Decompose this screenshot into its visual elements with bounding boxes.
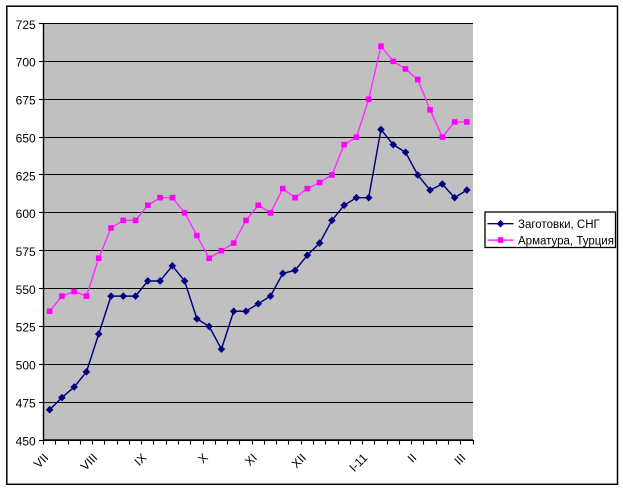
svg-text:450: 450 — [16, 434, 36, 448]
svg-text:725: 725 — [16, 18, 36, 32]
svg-text:675: 675 — [16, 94, 36, 108]
svg-text:525: 525 — [16, 321, 36, 335]
svg-text:575: 575 — [16, 245, 36, 259]
svg-text:600: 600 — [16, 207, 36, 221]
svg-text:Заготовки, СНГ: Заготовки, СНГ — [518, 219, 601, 231]
svg-text:500: 500 — [16, 359, 36, 373]
svg-text:650: 650 — [16, 131, 36, 145]
svg-text:475: 475 — [16, 396, 36, 410]
svg-text:625: 625 — [16, 169, 36, 183]
svg-text:550: 550 — [16, 283, 36, 297]
svg-text:700: 700 — [16, 56, 36, 70]
svg-text:Арматура, Турция: Арматура, Турция — [518, 235, 614, 247]
